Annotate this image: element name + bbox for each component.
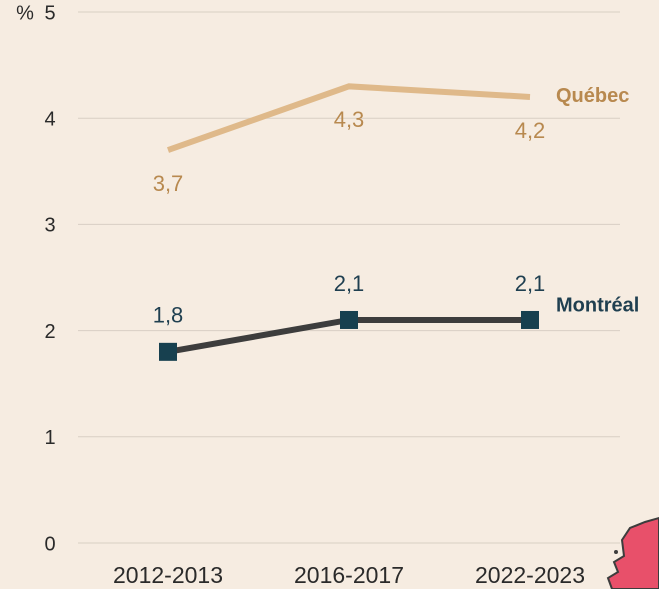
y-tick-label: 0 — [44, 533, 55, 555]
y-axis-label: % — [16, 2, 34, 24]
y-tick-label: 4 — [44, 108, 55, 130]
value-label: 3,7 — [153, 171, 184, 196]
value-label: 4,2 — [515, 118, 546, 143]
y-tick-label: 5 — [44, 2, 55, 24]
value-label: 4,3 — [334, 107, 365, 132]
marker — [340, 310, 358, 329]
series-line — [167, 83, 531, 153]
series-name: Québec — [556, 85, 629, 107]
y-tick-label: 2 — [44, 321, 55, 343]
marker — [159, 342, 177, 361]
x-tick-label: 2012-2013 — [113, 562, 223, 588]
value-label: 1,8 — [153, 303, 184, 328]
value-label: 2,1 — [334, 271, 365, 296]
x-tick-label: 2016-2017 — [294, 562, 404, 588]
value-label: 2,1 — [515, 271, 546, 296]
series-name: Montréal — [556, 294, 639, 316]
y-tick-label: 1 — [44, 427, 55, 449]
x-tick-label: 2022-2023 — [475, 562, 585, 588]
map-icon — [606, 516, 659, 589]
y-tick-label: 3 — [44, 215, 55, 237]
marker — [521, 310, 539, 329]
